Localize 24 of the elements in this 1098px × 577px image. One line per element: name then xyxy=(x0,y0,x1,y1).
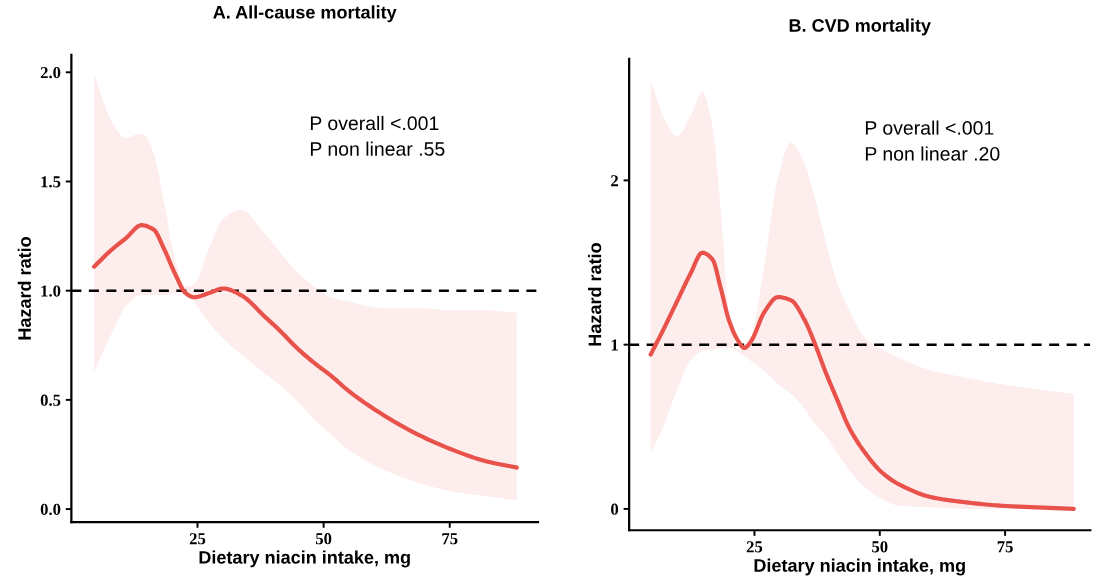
x-tick-label: 25 xyxy=(746,541,763,553)
x-tick-label: 75 xyxy=(997,541,1013,553)
y-tick-label: 0.5 xyxy=(40,394,61,406)
x-tick-label: 50 xyxy=(872,541,888,553)
x-axis-title: Dietary niacin intake, mg xyxy=(199,550,410,568)
y-tick-label: 2.0 xyxy=(40,66,61,79)
x-tick-label: 75 xyxy=(442,533,458,545)
x-tick-label: 25 xyxy=(189,533,206,545)
annotation: P overall <.001 xyxy=(310,115,439,131)
chart-title: A. All-cause mortality xyxy=(213,5,397,23)
y-axis-title: Hazard ratio xyxy=(17,237,31,340)
y-tick-label: 1 xyxy=(611,339,618,351)
annotation: P non linear .20 xyxy=(865,146,1000,161)
y-axis-title: Hazard ratio xyxy=(588,243,602,346)
y-tick-label: 0.0 xyxy=(40,503,61,516)
y-tick-label: 1.0 xyxy=(41,285,61,297)
y-tick-label: 2 xyxy=(611,175,619,187)
chart-title: B. CVD mortality xyxy=(789,18,931,36)
x-axis-title: Dietary niacin intake, mg xyxy=(754,558,965,576)
annotation: P overall <.001 xyxy=(865,120,994,135)
x-tick-label: 50 xyxy=(315,533,332,545)
annotation: P non linear .55 xyxy=(310,141,445,156)
y-tick-label: 1.5 xyxy=(41,176,61,188)
y-tick-label: 0 xyxy=(611,503,619,515)
